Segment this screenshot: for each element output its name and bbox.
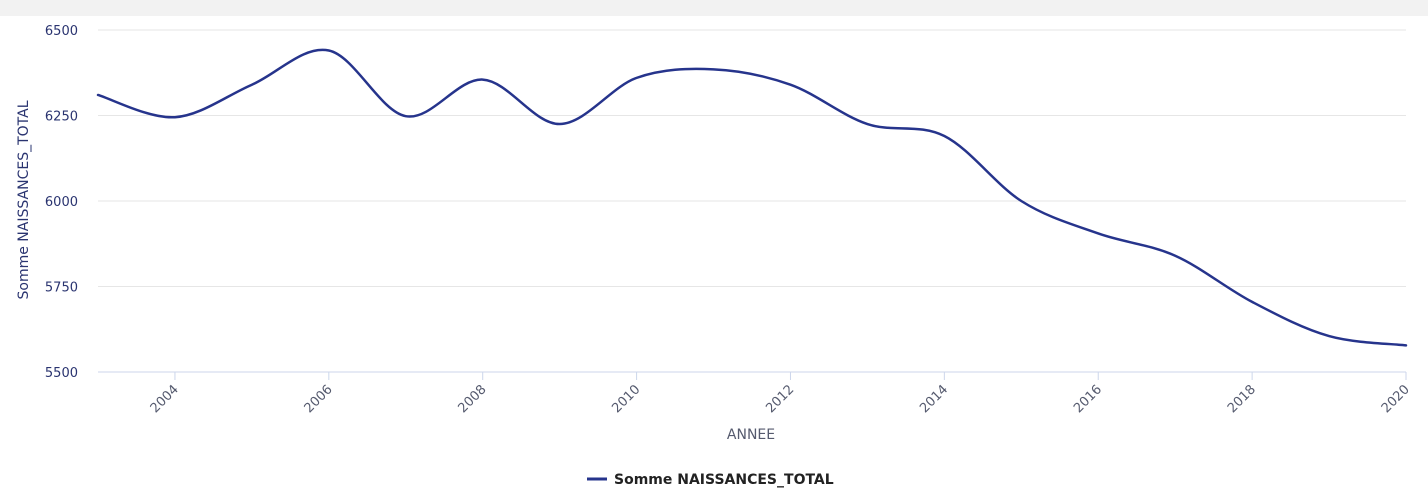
y-tick-label: 6500 [45,24,78,39]
x-tick-label: 2016 [1071,382,1105,416]
x-axis: 2004 2006 2008 2010 2012 2014 2016 2018 2020 [98,371,1413,416]
x-tick-label: 2006 [302,382,336,416]
series-layer [96,48,1408,347]
x-tick-label: 2012 [763,382,797,416]
y-axis-title: Somme NAISSANCES_TOTAL [16,100,32,299]
x-tick-label: 2004 [148,382,182,416]
top-band [0,0,1428,16]
x-tick-label: 2008 [456,382,490,416]
gridlines [98,29,1406,287]
x-tick-label: 2018 [1225,382,1259,416]
x-axis-title: ANNEE [727,427,775,443]
legend[interactable]: Somme NAISSANCES_TOTAL [587,472,834,488]
x-tick-label: 2014 [917,382,951,416]
y-tick-label: 6250 [45,110,78,125]
legend-label: Somme NAISSANCES_TOTAL [614,472,834,488]
x-tick-label: 2020 [1379,382,1413,416]
y-tick-label: 5750 [45,281,78,296]
y-tick-label: 5500 [45,366,78,381]
series-line [96,48,1408,347]
y-axis: 5500 5750 6000 6250 6500 [45,24,78,381]
x-tick-label: 2010 [609,382,643,416]
y-tick-label: 6000 [45,195,78,210]
